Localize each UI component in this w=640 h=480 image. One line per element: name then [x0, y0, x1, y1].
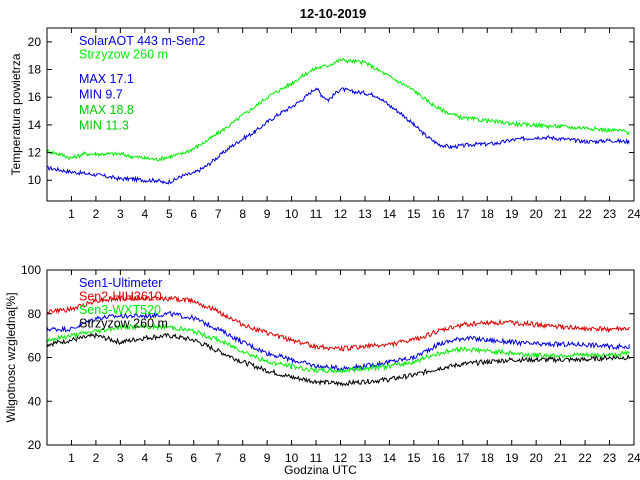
- x-tick-label: 22: [578, 207, 592, 221]
- x-tick-label: 15: [407, 207, 421, 221]
- x-tick-label: 2: [93, 207, 100, 221]
- x-tick-label: 4: [141, 451, 148, 465]
- x-tick-label: 1: [68, 207, 75, 221]
- x-tick-label: 13: [358, 451, 372, 465]
- legend-entry: Sen1-Ultimeter: [79, 276, 162, 290]
- humidity-chart: 1 2 3 4 5 6 7 8 9 10 11 12 13 14 15 16 17 18 19 20 21 22 23 242…: [4, 263, 640, 477]
- x-tick-label: 6: [190, 207, 197, 221]
- x-tick-label: 16: [432, 207, 446, 221]
- x-tick-label: 24: [627, 451, 640, 465]
- x-tick-label: 23: [603, 207, 617, 221]
- stat-annotation: MIN 9.7: [79, 88, 123, 102]
- legend-entry: Sen2-HIH3610: [79, 290, 162, 304]
- stat-annotation: MIN 11.3: [79, 119, 129, 133]
- x-tick-label: 11: [310, 207, 323, 221]
- x-tick-label: 18: [481, 207, 495, 221]
- x-tick-label: 8: [239, 207, 246, 221]
- x-tick-label: 23: [603, 451, 617, 465]
- figure-title: 12-10-2019: [300, 6, 367, 21]
- x-tick-label: 14: [383, 207, 397, 221]
- x-tick-label: 19: [505, 207, 519, 221]
- x-tick-label: 21: [554, 207, 568, 221]
- stat-annotation: MAX 18.8: [79, 103, 134, 117]
- x-tick-label: 20: [529, 451, 543, 465]
- y-axis-label: Temperatura powietrza: [9, 53, 23, 175]
- y-tick-label: 20: [28, 35, 42, 49]
- x-tick-label: 10: [285, 451, 299, 465]
- x-tick-label: 12: [334, 451, 348, 465]
- x-tick-label: 6: [190, 451, 197, 465]
- x-tick-label: 2: [93, 451, 100, 465]
- y-tick-label: 14: [28, 118, 42, 132]
- x-tick-label: 5: [166, 207, 173, 221]
- x-tick-label: 3: [117, 451, 124, 465]
- series-line-2: [46, 57, 630, 162]
- x-tick-label: 11: [310, 451, 323, 465]
- y-tick-label: 18: [28, 63, 42, 77]
- x-tick-label: 24: [627, 207, 640, 221]
- x-tick-label: 8: [239, 451, 246, 465]
- legend-entry: SolarAOT 443 m-Sen2: [79, 34, 205, 48]
- y-tick-label: 10: [28, 173, 42, 187]
- x-tick-label: 14: [383, 451, 397, 465]
- x-tick-label: 7: [215, 207, 222, 221]
- x-tick-label: 13: [358, 207, 372, 221]
- x-tick-label: 21: [554, 451, 568, 465]
- x-tick-label: 18: [481, 451, 495, 465]
- x-tick-label: 19: [505, 451, 519, 465]
- x-tick-label: 22: [578, 451, 592, 465]
- x-tick-label: 5: [166, 451, 173, 465]
- y-tick-label: 60: [28, 351, 42, 365]
- x-tick-label: 9: [264, 207, 271, 221]
- series-line-3: [46, 323, 630, 374]
- y-tick-label: 20: [28, 438, 42, 452]
- x-tick-label: 9: [264, 451, 271, 465]
- y-tick-label: 100: [21, 263, 41, 277]
- x-tick-label: 17: [456, 451, 470, 465]
- legend-entry: Strzyzow 260 m: [79, 48, 168, 62]
- x-tick-label: 12: [334, 207, 348, 221]
- y-tick-label: 80: [28, 307, 42, 321]
- x-axis-label: Godzina UTC: [284, 463, 357, 477]
- temperature-chart: 1 2 3 4 5 6 7 8 9 10 11 12 13 14 15 16 17 18 19 20 21 22 23 241…: [9, 27, 640, 221]
- series-line-1: [46, 310, 630, 372]
- x-tick-label: 7: [215, 451, 222, 465]
- y-tick-label: 16: [28, 90, 42, 104]
- x-tick-label: 3: [117, 207, 124, 221]
- x-tick-label: 4: [141, 207, 148, 221]
- series-line-1: [46, 87, 630, 185]
- stat-annotation: MAX 17.1: [79, 72, 134, 86]
- x-tick-label: 10: [285, 207, 299, 221]
- series-line-4: [46, 331, 630, 387]
- legend-entry: Sen3-WXT520: [79, 303, 161, 317]
- y-tick-label: 40: [28, 394, 42, 408]
- series-line-2: [46, 294, 630, 352]
- y-tick-label: 12: [28, 146, 42, 160]
- x-tick-label: 16: [432, 451, 446, 465]
- x-tick-label: 1: [68, 451, 75, 465]
- x-tick-label: 20: [529, 207, 543, 221]
- x-tick-label: 15: [407, 451, 421, 465]
- y-axis-label: Wilgotnosc wzgledna[%]: [4, 292, 18, 422]
- legend-entry: Strzyzow 260 m: [79, 317, 168, 331]
- x-tick-label: 17: [456, 207, 470, 221]
